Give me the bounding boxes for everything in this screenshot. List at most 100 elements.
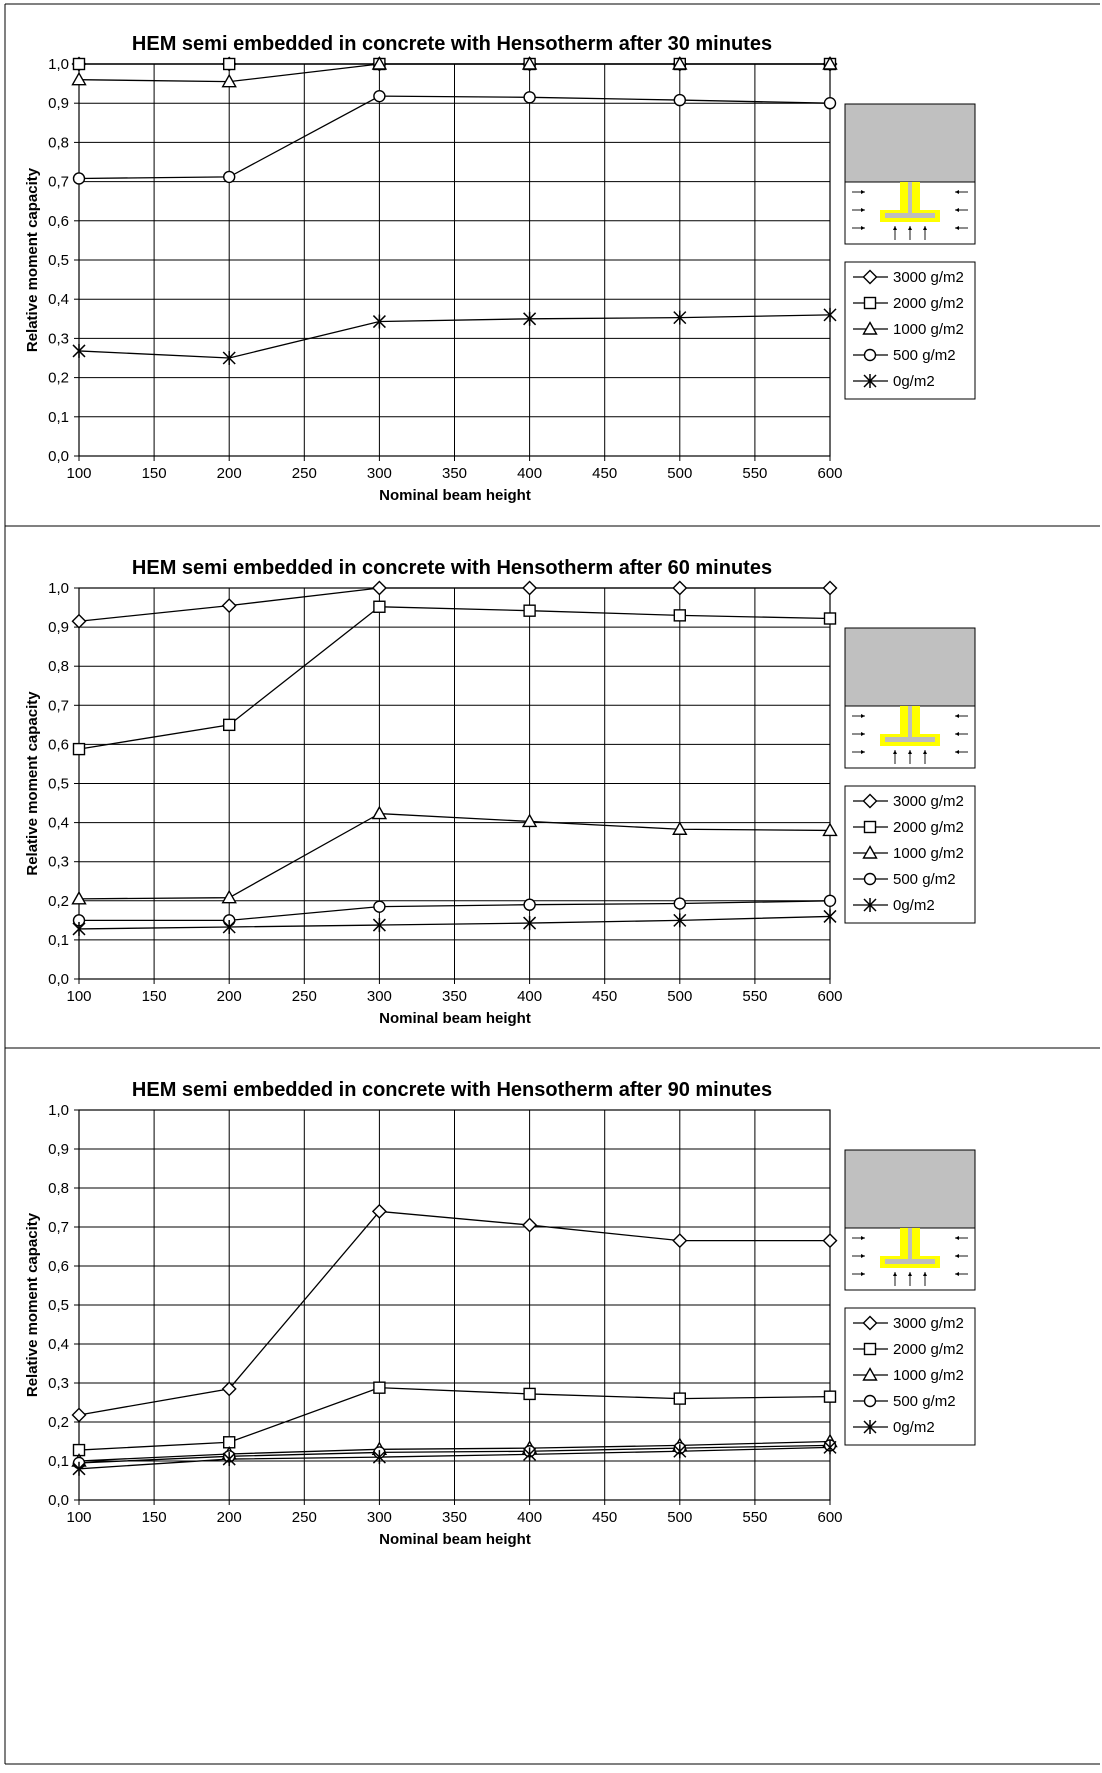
data-point-square: [72, 57, 86, 71]
legend-item: 3000 g/m2: [853, 793, 964, 810]
y-tick-label: 0,3: [48, 854, 69, 871]
steel-flange: [885, 737, 935, 742]
legend-label: 3000 g/m2: [893, 793, 964, 810]
y-tick-label: 0,5: [48, 776, 69, 793]
y-tick-label: 0,6: [48, 1258, 69, 1275]
data-point-circle: [673, 897, 686, 910]
legend-label: 0g/m2: [893, 1419, 935, 1436]
legend-item: 500 g/m2: [853, 1393, 956, 1410]
data-point-circle: [72, 172, 86, 185]
legend-marker-circle: [863, 348, 877, 362]
legend-marker-diamond: [862, 793, 878, 809]
legend-label: 500 g/m2: [893, 871, 956, 888]
data-point-star: [72, 1461, 86, 1476]
y-tick-label: 0,8: [48, 1180, 69, 1197]
legend-item: 2000 g/m2: [853, 1341, 964, 1358]
legend-marker-triangle: [862, 321, 878, 335]
fire-arrowhead: [861, 226, 865, 230]
cross-section-schematic: [844, 103, 976, 245]
data-point-diamond: [522, 580, 538, 596]
data-point-star: [222, 919, 236, 934]
data-point-triangle: [221, 73, 237, 88]
x-tick-label: 450: [592, 1509, 617, 1526]
concrete-slab: [844, 103, 976, 183]
data-point-circle: [823, 96, 837, 110]
y-tick-label: 0,7: [48, 697, 69, 714]
x-tick-label: 550: [742, 1509, 767, 1526]
y-tick-label: 0,7: [48, 1219, 69, 1236]
fire-arrowhead: [893, 226, 897, 230]
y-axis-label: Relative moment capacity: [24, 691, 41, 876]
data-point-star: [823, 909, 837, 924]
series-line: [78, 915, 831, 930]
legend-label: 500 g/m2: [893, 347, 956, 364]
y-tick-label: 1,0: [48, 580, 69, 597]
y-tick-label: 0,0: [48, 448, 69, 465]
x-tick-label: 550: [742, 988, 767, 1005]
y-tick-label: 0,5: [48, 1297, 69, 1314]
data-point-circle: [523, 91, 536, 104]
concrete-slab: [844, 1149, 976, 1229]
series-line: [78, 587, 830, 622]
cross-section-schematic: [844, 627, 976, 769]
x-tick-label: 400: [517, 465, 542, 482]
y-tick-label: 0,5: [48, 252, 69, 269]
data-point-square: [523, 604, 536, 617]
data-point-square: [373, 1381, 386, 1394]
legend-label: 2000 g/m2: [893, 819, 964, 836]
data-point-star: [823, 1440, 837, 1455]
x-tick-label: 600: [817, 465, 842, 482]
data-point-triangle: [71, 890, 87, 905]
chart-panel-1: 100 150 200 250 300 350 400 450 500 550 600 0,0 0,1 0…: [24, 33, 976, 504]
data-point-triangle: [221, 889, 237, 904]
x-tick-label: 400: [517, 988, 542, 1005]
fire-arrowhead: [893, 750, 897, 754]
y-tick-label: 0,6: [48, 736, 69, 753]
data-point-diamond: [221, 1381, 237, 1397]
data-point-circle: [823, 894, 837, 907]
chart-title: HEM semi embedded in concrete with Henso…: [132, 557, 772, 579]
y-tick-label: 1,0: [48, 1102, 69, 1119]
x-tick-label: 300: [367, 465, 392, 482]
y-tick-label: 0,8: [48, 134, 69, 151]
x-tick-label: 600: [817, 1509, 842, 1526]
concrete-slab: [844, 627, 976, 707]
fire-arrowhead: [861, 190, 865, 194]
legend-item: 3000 g/m2: [853, 269, 964, 286]
data-point-square: [222, 718, 236, 732]
fire-arrowhead: [955, 190, 959, 194]
y-tick-label: 0,3: [48, 1375, 69, 1392]
data-point-diamond: [71, 613, 87, 629]
x-axis-label: Nominal beam height: [379, 1010, 531, 1027]
legend: 3000 g/m2 2000 g/m2 1000 g/m2 500 g/m2 0g/m2: [844, 261, 976, 400]
y-tick-label: 0,2: [48, 370, 69, 387]
x-tick-label: 250: [292, 465, 317, 482]
fire-arrowhead: [861, 1272, 865, 1276]
series-line: [78, 95, 831, 180]
data-point-triangle: [521, 813, 538, 828]
x-tick-label: 200: [217, 1509, 242, 1526]
fire-arrowhead: [923, 1272, 927, 1276]
fire-arrowhead: [861, 714, 865, 718]
y-tick-label: 0,9: [48, 1141, 69, 1158]
series-line: [78, 63, 830, 83]
y-tick-label: 0,1: [48, 409, 69, 426]
legend-item: 1000 g/m2: [853, 1367, 964, 1384]
x-tick-label: 150: [142, 465, 167, 482]
legend-label: 0g/m2: [893, 373, 935, 390]
y-tick-label: 0,4: [48, 291, 69, 308]
legend-marker-diamond: [862, 269, 878, 285]
series-line: [78, 606, 831, 750]
data-point-circle: [523, 898, 536, 911]
fire-arrowhead: [908, 1272, 912, 1276]
data-point-triangle: [822, 56, 838, 70]
legend-label: 0g/m2: [893, 897, 935, 914]
steel-flange: [885, 213, 935, 218]
x-tick-label: 150: [142, 988, 167, 1005]
fire-arrowhead: [955, 732, 959, 736]
data-point-star: [673, 1444, 687, 1459]
fire-arrowhead: [955, 750, 959, 754]
legend-item: 1000 g/m2: [853, 845, 964, 862]
fire-arrowhead: [923, 750, 927, 754]
data-point-triangle: [672, 821, 688, 835]
